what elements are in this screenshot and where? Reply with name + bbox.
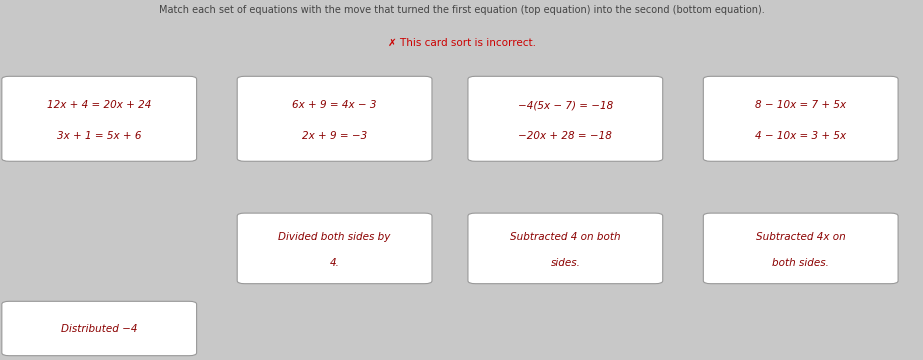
Text: Subtracted 4x on: Subtracted 4x on [756,233,845,242]
FancyBboxPatch shape [703,76,898,161]
FancyBboxPatch shape [237,76,432,161]
Text: 3x + 1 = 5x + 6: 3x + 1 = 5x + 6 [57,131,141,141]
FancyBboxPatch shape [2,301,197,356]
Text: 4.: 4. [330,258,340,267]
Text: Match each set of equations with the move that turned the first equation (top eq: Match each set of equations with the mov… [159,5,764,15]
Text: 12x + 4 = 20x + 24: 12x + 4 = 20x + 24 [47,100,151,110]
Text: both sides.: both sides. [773,258,829,267]
FancyBboxPatch shape [237,213,432,284]
FancyBboxPatch shape [468,213,663,284]
Text: 8 − 10x = 7 + 5x: 8 − 10x = 7 + 5x [755,100,846,110]
Text: −4(5x − 7) = −18: −4(5x − 7) = −18 [518,100,613,110]
Text: 4 − 10x = 3 + 5x: 4 − 10x = 3 + 5x [755,131,846,141]
FancyBboxPatch shape [703,213,898,284]
Text: ✗ This card sort is incorrect.: ✗ This card sort is incorrect. [388,38,535,48]
FancyBboxPatch shape [2,76,197,161]
Text: Distributed −4: Distributed −4 [61,324,138,333]
Text: 2x + 9 = −3: 2x + 9 = −3 [302,131,367,141]
Text: Subtracted 4 on both: Subtracted 4 on both [510,233,620,242]
Text: −20x + 28 = −18: −20x + 28 = −18 [519,131,612,141]
Text: Divided both sides by: Divided both sides by [279,233,390,242]
Text: sides.: sides. [550,258,581,267]
FancyBboxPatch shape [468,76,663,161]
Text: 6x + 9 = 4x − 3: 6x + 9 = 4x − 3 [293,100,377,110]
